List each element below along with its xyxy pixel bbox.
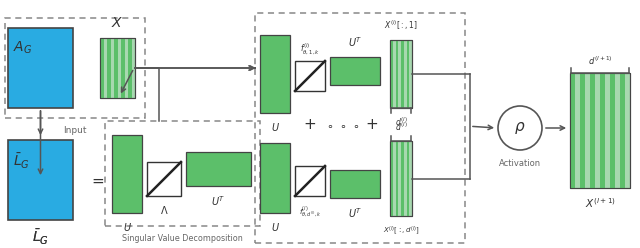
Bar [401, 40, 404, 108]
Text: $d^{(l+1)}$: $d^{(l+1)}$ [588, 55, 612, 67]
Bar [112, 135, 142, 213]
Bar [390, 141, 412, 216]
Bar [390, 141, 393, 216]
Text: $A_G$: $A_G$ [13, 40, 32, 56]
Bar [121, 38, 125, 98]
Text: $\circ$: $\circ$ [339, 120, 347, 129]
Bar [8, 28, 73, 108]
Bar [610, 73, 615, 188]
Text: $+$: $+$ [365, 117, 379, 132]
Text: $U$: $U$ [271, 221, 280, 233]
Bar [600, 73, 605, 188]
Bar [330, 57, 380, 85]
Bar [100, 38, 104, 98]
Bar [390, 40, 393, 108]
Bar [580, 73, 585, 188]
Bar [390, 40, 412, 108]
Text: $X^{(l)}[:,d^{(l)}]$: $X^{(l)}[:,d^{(l)}]$ [383, 224, 419, 237]
Bar [295, 166, 325, 196]
Text: Singular Value Decomposition: Singular Value Decomposition [122, 234, 243, 243]
Bar [147, 162, 181, 196]
Text: $\rho$: $\rho$ [515, 120, 525, 136]
Bar [390, 141, 412, 216]
Bar [406, 141, 409, 216]
Text: $X^{(l)}[:,1]$: $X^{(l)}[:,1]$ [384, 19, 418, 32]
Text: $=$: $=$ [89, 173, 105, 187]
Bar [100, 38, 135, 98]
Text: $U^T$: $U^T$ [211, 194, 226, 208]
Bar [396, 141, 398, 216]
Text: Activation: Activation [499, 159, 541, 168]
Text: $\bar{L}_G$: $\bar{L}_G$ [32, 228, 49, 247]
Bar [570, 73, 575, 188]
Bar [255, 13, 465, 243]
Text: $U^T$: $U^T$ [348, 35, 362, 49]
Text: $\Lambda$: $\Lambda$ [160, 204, 168, 216]
Text: $f^{(l)}_{\theta,d^{(l)},k}$: $f^{(l)}_{\theta,d^{(l)},k}$ [299, 204, 321, 219]
Text: $f^{(l)}_{\theta,1,k}$: $f^{(l)}_{\theta,1,k}$ [300, 41, 320, 57]
Bar [590, 73, 595, 188]
Bar [5, 18, 145, 118]
Text: $\circ$: $\circ$ [326, 120, 333, 129]
Bar [260, 35, 290, 113]
Bar [620, 73, 625, 188]
Text: $d^{(l)}$: $d^{(l)}$ [395, 121, 408, 133]
Text: $d^{(l)}$: $d^{(l)}$ [395, 116, 408, 128]
Text: $U$: $U$ [122, 221, 131, 233]
Bar [260, 143, 290, 213]
Bar [128, 38, 131, 98]
Bar [8, 140, 73, 220]
Text: $\circ$: $\circ$ [353, 120, 360, 129]
Bar [186, 152, 251, 186]
Text: $X^{(l+1)}$: $X^{(l+1)}$ [584, 196, 616, 210]
Text: $U^T$: $U^T$ [348, 206, 362, 220]
Bar [107, 38, 111, 98]
Text: Input: Input [63, 126, 87, 135]
Bar [100, 38, 135, 98]
Bar [105, 121, 260, 226]
Bar [396, 40, 398, 108]
Text: $\bar{L}_G$: $\bar{L}_G$ [13, 152, 30, 171]
Bar [330, 170, 380, 198]
Text: $X$: $X$ [111, 16, 124, 30]
Bar [570, 73, 630, 188]
Bar [406, 40, 409, 108]
Bar [295, 61, 325, 91]
Bar [401, 141, 404, 216]
Bar [390, 40, 412, 108]
Circle shape [498, 106, 542, 150]
Bar [114, 38, 118, 98]
Text: $U$: $U$ [271, 121, 280, 133]
Text: $+$: $+$ [303, 117, 317, 132]
Text: $\bar{L}_G$: $\bar{L}_G$ [32, 228, 49, 247]
Bar [570, 73, 630, 188]
